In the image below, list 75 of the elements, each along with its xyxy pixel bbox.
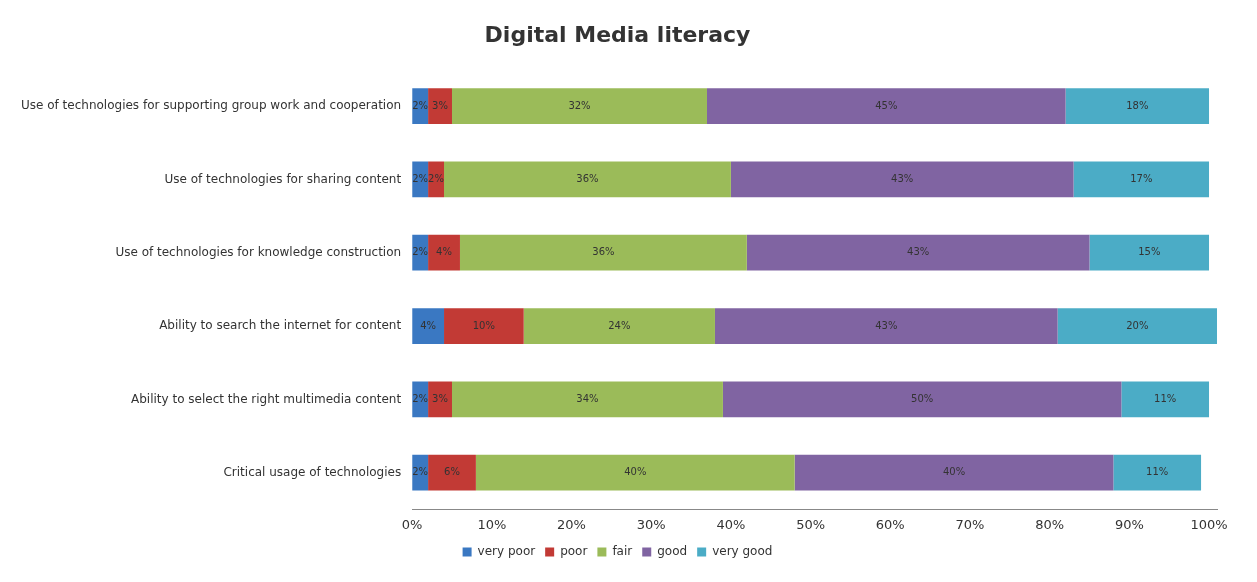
data-label: 4% [436,246,452,258]
legend-label: very good [712,544,773,559]
bar [714,308,1058,344]
data-label: 4% [420,319,437,331]
data-label: 18% [1126,99,1149,111]
y-tick-label: Ability to search the internet for content [159,318,402,333]
data-label: 3% [432,99,448,111]
legend-label: poor [560,544,588,559]
x-tick-label: 70% [955,516,985,532]
y-tick-label: Use of technologies for knowledge construction [115,244,402,259]
data-label: 50% [911,392,934,404]
x-tick-label: 50% [796,516,826,532]
data-label: 11% [1146,466,1169,478]
bar [1073,161,1210,198]
data-label: 11% [1154,392,1177,404]
x-tick-label: 30% [636,516,666,532]
chart-title: Digital Media literacy [484,21,751,47]
bar [475,454,795,491]
bar [1121,381,1210,418]
data-label: 40% [942,466,966,478]
bar [451,381,723,418]
data-label: 2% [412,392,429,404]
data-label: 24% [608,319,631,331]
data-label: 40% [624,466,647,478]
data-label: 2% [412,466,429,478]
bar [444,308,524,344]
data-label: 32% [568,99,591,111]
y-tick-label: Ability to select the right multimedia content [131,391,402,406]
bar [428,88,452,124]
data-label: 2% [428,172,444,184]
legend-label: very poor [477,544,536,559]
legend-label: fair [612,544,633,559]
data-label: 20% [1126,319,1149,331]
bar [523,308,715,344]
bar [1065,88,1210,124]
bar [1089,234,1210,271]
y-tick-label: Critical usage of technologies [223,464,402,479]
bar [1057,308,1217,344]
y-tick-label: Use of technologies for sharing content [164,171,402,186]
x-tick-label: 80% [1035,516,1065,532]
data-label: 3% [432,392,448,404]
data-label: 15% [1138,246,1161,258]
bar [746,234,1090,271]
data-label: 36% [592,246,615,258]
data-label: 34% [576,392,599,404]
data-label: 10% [472,319,495,331]
data-label: 43% [907,246,930,258]
bar [722,381,1122,418]
x-tick-label: 60% [875,516,905,532]
data-label: 6% [444,466,460,478]
bar [1113,454,1202,491]
bar [444,161,731,198]
data-label: 45% [875,99,898,111]
x-tick-label: 90% [1114,516,1144,532]
x-tick-label: 100% [1190,516,1228,532]
bar [428,234,460,271]
bar [794,454,1114,491]
bar [730,161,1074,198]
bar [707,88,1066,124]
y-tick-label: Use of technologies for supporting group work and cooperation [20,98,402,113]
data-label: 43% [875,319,898,331]
bar [428,454,476,491]
data-label: 43% [891,172,914,184]
x-tick-label: 0% [401,516,423,532]
bar [412,308,445,344]
data-label: 2% [412,246,429,258]
data-label: 17% [1130,172,1153,184]
x-tick-label: 10% [477,516,507,532]
bar [451,88,707,124]
data-label: 36% [576,172,599,184]
legend-label: good [657,544,688,559]
x-tick-label: 20% [557,516,586,532]
x-tick-label: 40% [716,516,746,532]
bar [459,234,747,271]
data-label: 2% [412,99,429,111]
